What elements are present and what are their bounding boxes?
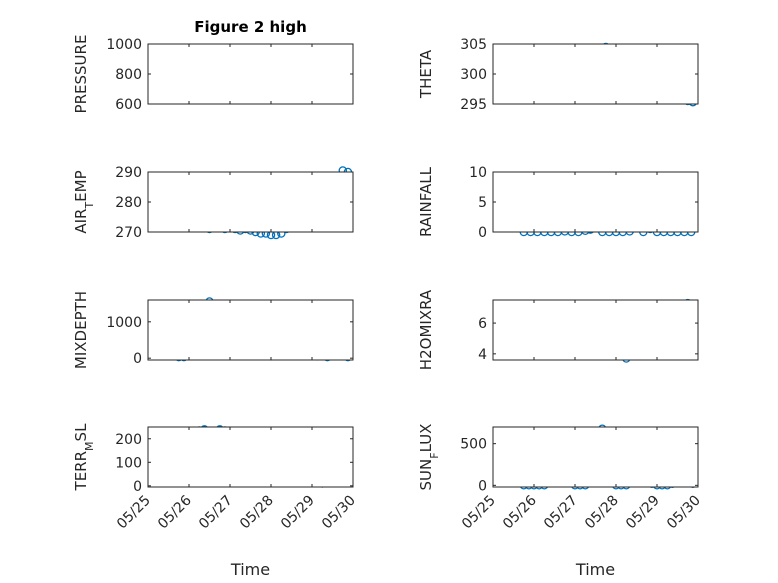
y-tick-label: 0: [478, 225, 487, 241]
x-tick-label: 05/28: [582, 493, 622, 533]
y-tick-label: 0: [478, 478, 487, 494]
y-tick-label: 0: [133, 351, 142, 367]
x-tick-label: 05/30: [319, 493, 359, 533]
subplot-5: 0 1000 MIXDEPTH: [72, 291, 354, 369]
y-tick-label: 295: [460, 97, 487, 113]
axes-frame: [147, 171, 354, 233]
subplot-2: 295 300 305 THETA: [417, 37, 699, 113]
y-tick-label: 10: [469, 165, 487, 181]
y-axis-label: TERRMSL: [72, 423, 96, 492]
y-axis-label: PRESSURE: [72, 35, 90, 114]
x-tick-label: 05/25: [459, 493, 499, 533]
y-tick-label: 5: [478, 195, 487, 211]
subplot-6: 4 6 H2OMIXRA: [417, 289, 699, 370]
x-tick-label: 05/26: [155, 492, 195, 532]
subplot-7: 0 100 200 05/25 05/26 05/27 05/28 05/29 05/30 TER…: [72, 423, 359, 579]
x-axis-label: Time: [575, 560, 615, 579]
y-axis-label: H2OMIXRA: [417, 289, 435, 370]
subplot-8: 0 500 05/25 05/26 05/27 05/28 05/29 05/30 SUNFLU…: [417, 424, 704, 579]
x-tick-label: 05/29: [278, 493, 318, 533]
y-tick-label: 305: [460, 37, 487, 53]
axes-frame: [147, 43, 354, 105]
subplot-4: 0 5 10 RAINFALL: [417, 165, 699, 241]
axes-frame: [492, 43, 699, 105]
y-axis-label: SUNFLUX: [417, 424, 441, 491]
axes-frame: [492, 426, 699, 488]
y-tick-label: 270: [115, 225, 142, 241]
y-axis-label: MIXDEPTH: [72, 291, 90, 369]
y-tick-label: 500: [460, 437, 487, 453]
y-tick-label: 1000: [106, 37, 142, 53]
y-tick-label: 800: [115, 67, 142, 83]
axes-frame: [492, 299, 699, 361]
y-tick-label: 200: [115, 432, 142, 448]
y-tick-label: 600: [115, 97, 142, 113]
x-tick-label: 05/25: [114, 493, 154, 533]
x-tick-label: 05/30: [664, 493, 704, 533]
x-tick-label: 05/27: [541, 493, 581, 533]
axes-frame: [492, 171, 699, 233]
y-tick-label: 290: [115, 165, 142, 181]
y-tick-label: 0: [133, 479, 142, 495]
subplot-1: 600 800 1000 PRESSURE Figure 2 high: [72, 18, 354, 114]
y-tick-label: 1000: [106, 315, 142, 331]
x-axis-label: Time: [230, 560, 270, 579]
x-tick-label: 05/29: [623, 493, 663, 533]
y-tick-label: 100: [115, 455, 142, 471]
subplot-3: 270 280 290 AIRTEMP: [72, 165, 354, 241]
y-tick-label: 4: [478, 347, 487, 363]
y-tick-label: 6: [478, 316, 487, 332]
chart-title: Figure 2 high: [194, 18, 307, 36]
axes-frame: [147, 426, 354, 488]
axes-frame: [147, 299, 354, 361]
y-tick-label: 280: [115, 195, 142, 211]
y-axis-label: THETA: [417, 49, 435, 99]
y-tick-label: 300: [460, 67, 487, 83]
x-tick-label: 05/28: [237, 493, 277, 533]
y-axis-label: RAINFALL: [417, 166, 435, 237]
y-axis-label: AIRTEMP: [72, 170, 96, 233]
x-tick-label: 05/27: [196, 493, 236, 533]
x-tick-label: 05/26: [500, 492, 540, 532]
